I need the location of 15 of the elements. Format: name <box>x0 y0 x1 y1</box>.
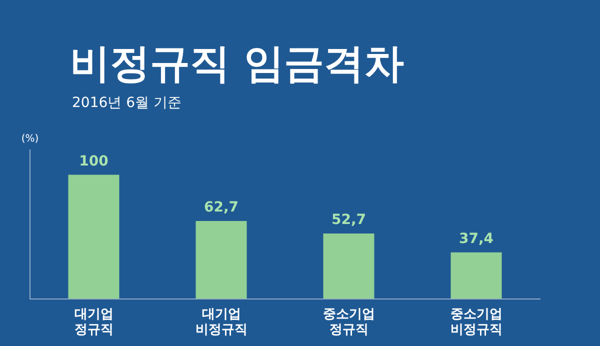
data-label: 52,7 <box>331 212 366 228</box>
x-tick-label: 대기업 정규직 <box>74 306 114 338</box>
data-label: 100 <box>79 153 109 170</box>
data-label: 62,7 <box>204 200 239 216</box>
bar <box>323 233 374 299</box>
bar <box>196 221 247 299</box>
y-axis-title: (%) <box>21 134 39 145</box>
chart-title: 비정규직 임금격차 <box>70 40 404 89</box>
bar <box>68 174 120 299</box>
data-label: 37,4 <box>458 231 494 248</box>
bar <box>450 252 502 299</box>
x-tick-label: 중소기업 정규직 <box>322 306 375 338</box>
x-tick-label: 대기업 비정규직 <box>195 306 248 338</box>
chart-subtitle: 2016년 6월 기준 <box>72 94 182 112</box>
x-tick-label: 중소기업 비정규직 <box>450 306 502 338</box>
